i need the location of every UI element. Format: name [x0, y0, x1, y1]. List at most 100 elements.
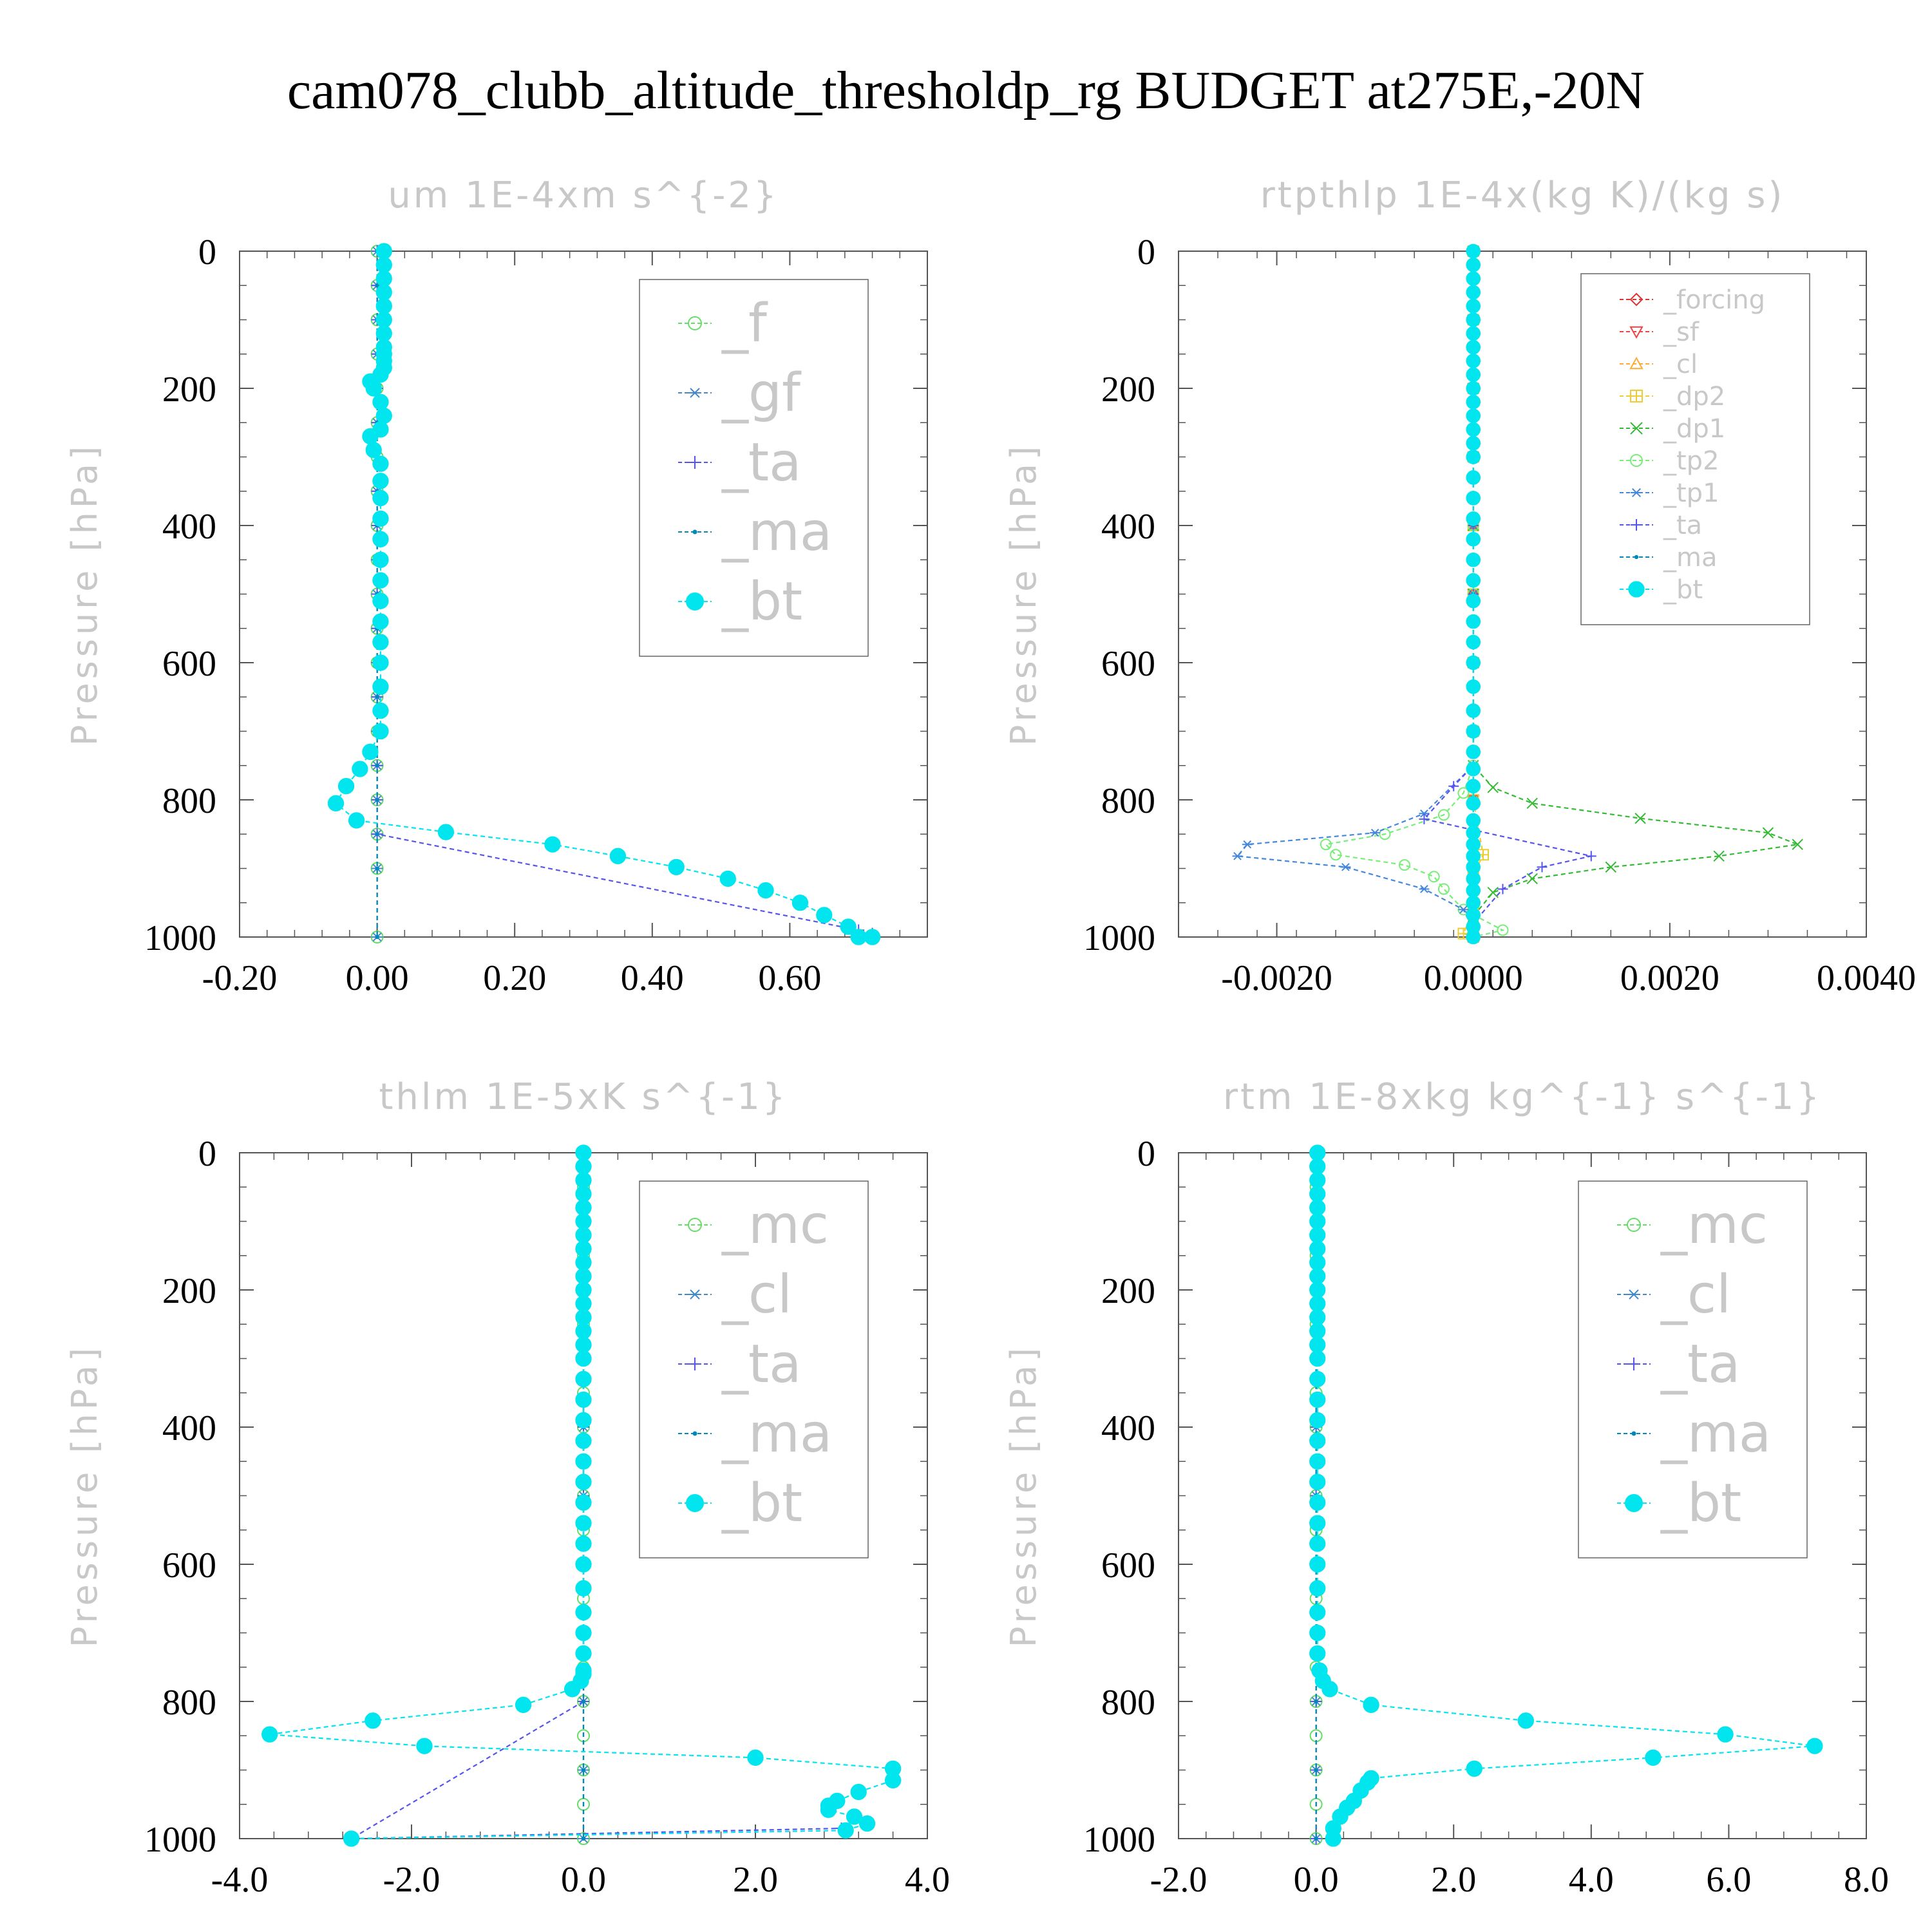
data-point [575, 1254, 592, 1271]
y-tick-label: 800 [162, 781, 216, 821]
legend-marker [1629, 292, 1643, 307]
legend-label: _bt [1663, 575, 1703, 605]
x-tick-label: -4.0 [211, 1860, 269, 1900]
legend-item: _f [678, 293, 768, 354]
data-point [581, 1699, 586, 1704]
data-point [327, 795, 345, 811]
data-point [1497, 884, 1508, 895]
y-tick-label: 200 [162, 1271, 216, 1311]
series-ta [1419, 246, 1596, 942]
data-point [261, 1726, 278, 1743]
legend-label: _bt [721, 1473, 802, 1534]
data-point [372, 634, 389, 650]
panel-title: rtpthlp 1E-4x(kg K)/(kg s) [1260, 175, 1785, 216]
data-point [348, 812, 365, 829]
data-point [1309, 1350, 1326, 1367]
legend-box [639, 279, 869, 657]
legend-item: _ta [1617, 1334, 1740, 1395]
legend-label: _bt [1660, 1473, 1741, 1534]
y-axis-label: Pressure [hPa] [64, 1344, 105, 1647]
data-point [1466, 779, 1481, 793]
data-point [375, 283, 379, 288]
data-point [575, 1240, 592, 1257]
data-point [1466, 422, 1481, 437]
data-point [372, 489, 389, 507]
data-point [1713, 850, 1725, 862]
data-point [375, 797, 379, 802]
series-line [1423, 251, 1592, 937]
data-point [1466, 243, 1481, 259]
data-point [1762, 827, 1774, 838]
data-point [1428, 871, 1440, 883]
data-point [1466, 326, 1481, 341]
x-tick-label: -2.0 [1150, 1860, 1208, 1900]
data-point [575, 1227, 592, 1244]
data-point [375, 243, 392, 260]
legend-label: _gf [721, 363, 802, 424]
data-point [1466, 339, 1481, 355]
x-tick-label: -0.0020 [1221, 958, 1332, 998]
y-tick-label: 1000 [1083, 1820, 1155, 1860]
data-point [1321, 1681, 1338, 1698]
legend-item: _cl [1620, 350, 1698, 379]
data-point [575, 1323, 592, 1340]
data-point [372, 510, 389, 527]
data-point [1466, 435, 1481, 451]
legend-item: _tp2 [1620, 446, 1719, 476]
data-point [1466, 258, 1481, 272]
data-point [372, 455, 389, 472]
data-point [1309, 1515, 1326, 1531]
series-line [1236, 251, 1474, 937]
legend-label: _ta [1660, 1334, 1740, 1395]
legend-label: _tp2 [1663, 446, 1719, 476]
legend-item: _ta [1620, 511, 1702, 540]
data-point [840, 918, 857, 935]
data-point [375, 763, 379, 768]
legend-item: _bt [1620, 575, 1703, 605]
data-point [1309, 1473, 1326, 1490]
data-point [1309, 1624, 1326, 1642]
data-point [1466, 450, 1481, 464]
data-point [820, 1801, 837, 1818]
data-point [1466, 408, 1481, 423]
y-tick-label: 1000 [1083, 918, 1155, 958]
data-point [1466, 744, 1481, 759]
data-point [575, 1268, 592, 1285]
data-point [757, 882, 774, 899]
legend: _forcing_sf _cl _dp2_dp1_tp2_tp1 _ta _ma_bt [1580, 273, 1810, 625]
data-point [1309, 1323, 1326, 1340]
data-point [1309, 1432, 1326, 1449]
y-tick-label: 1000 [144, 918, 216, 958]
panels: um 1E-4xm s^{-2} Pressure [hPa] 0 200 400 600… [64, 175, 1916, 1900]
panel-1: um 1E-4xm s^{-2} Pressure [hPa] 0 200 400 600… [64, 175, 928, 998]
legend-label: _mc [1660, 1195, 1768, 1256]
y-axis-label: Pressure [hPa] [1003, 1344, 1044, 1647]
y-tick-label: 400 [162, 507, 216, 547]
data-point [1309, 1213, 1326, 1230]
data-point [816, 907, 833, 923]
data-point [416, 1738, 433, 1754]
legend-label: _ta [721, 1334, 801, 1395]
data-point [1466, 883, 1481, 898]
data-point [372, 473, 389, 489]
data-point [1605, 861, 1617, 873]
legend-item: _sf [1620, 317, 1700, 347]
data-point [575, 1144, 592, 1161]
data-point [1466, 634, 1481, 650]
legend-item: _bt [678, 571, 802, 632]
legend-item: _dp2 [1620, 382, 1725, 412]
data-point [1717, 1726, 1734, 1743]
data-point [1526, 797, 1538, 810]
data-point [372, 654, 389, 671]
panel-2: rtpthlp 1E-4x(kg K)/(kg s) Pressure [hPa]… [1003, 175, 1916, 998]
y-tick-label: 600 [1101, 644, 1155, 684]
legend-marker [1630, 454, 1643, 467]
data-point [1466, 395, 1481, 410]
data-point [1309, 1453, 1326, 1470]
data-point [1309, 1240, 1326, 1257]
data-point [837, 1822, 854, 1839]
data-point [1309, 1604, 1326, 1621]
x-tick-label: 0.0 [1294, 1860, 1339, 1900]
data-point [1398, 859, 1410, 871]
y-tick-label: 0 [1137, 1134, 1155, 1174]
